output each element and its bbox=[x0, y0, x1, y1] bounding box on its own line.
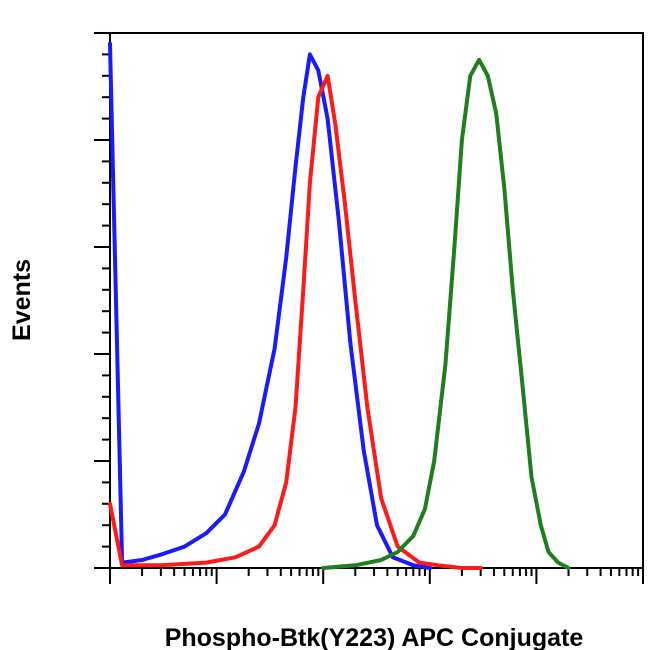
histogram-series-1 bbox=[108, 41, 432, 570]
histogram-series-2 bbox=[108, 73, 483, 570]
series-layer bbox=[108, 41, 571, 570]
x-axis-ticks bbox=[109, 568, 644, 584]
y-axis-ticks bbox=[94, 32, 110, 569]
x-axis-title: Phospho-Btk(Y223) APC Conjugate bbox=[165, 624, 584, 650]
y-axis-title: Events bbox=[8, 259, 36, 341]
plot-frame bbox=[109, 32, 644, 569]
histogram-series-3 bbox=[321, 57, 571, 570]
